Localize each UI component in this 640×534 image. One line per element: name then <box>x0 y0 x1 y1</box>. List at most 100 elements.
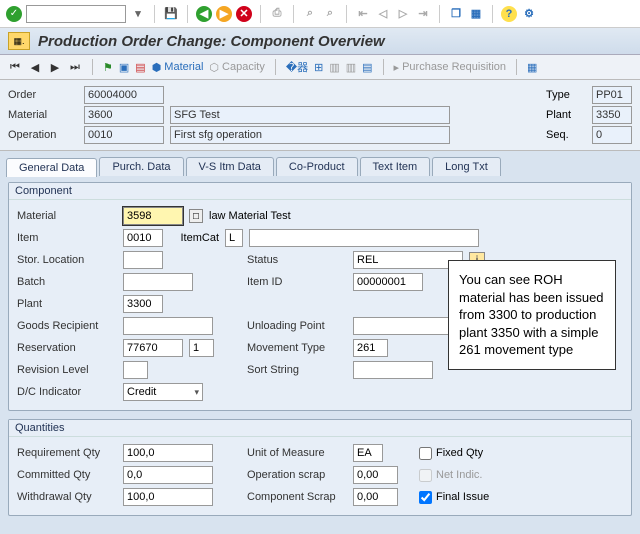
revision-level-label: Revision Level <box>17 364 117 376</box>
type-label: Type <box>546 89 586 101</box>
last-page-icon[interactable]: ⇥ <box>415 6 431 22</box>
comp-scrap-field[interactable] <box>353 488 398 506</box>
operation-label: Operation <box>8 129 78 141</box>
seq-field[interactable] <box>592 126 632 144</box>
comp-material-label: Material <box>17 210 117 222</box>
first-page-icon[interactable]: ⇤ <box>355 6 371 22</box>
committed-qty-label: Committed Qty <box>17 469 117 481</box>
tab-text-item[interactable]: Text Item <box>360 157 431 176</box>
itemcat-field[interactable] <box>225 229 243 247</box>
fixed-qty-checkbox[interactable]: Fixed Qty <box>419 447 483 460</box>
dc-indicator-select[interactable]: Credit <box>123 383 203 401</box>
main-toolbar: ✓ ▾ 💾 ◀ ▶ ✕ ⎙ ⌕ ⌕ ⇤ ◁ ▷ ⇥ ❐ ▦ ? ⚙ <box>0 0 640 28</box>
sort-string-label: Sort String <box>247 364 347 376</box>
back-icon[interactable]: ◀ <box>196 6 212 22</box>
req-qty-label: Requirement Qty <box>17 447 117 459</box>
value-help-icon[interactable]: ☐ <box>189 209 203 223</box>
type-field[interactable] <box>592 86 632 104</box>
reservation-item-field[interactable] <box>189 339 214 357</box>
capacity-button[interactable]: ⬡ Capacity <box>209 61 264 74</box>
comp-plant-field[interactable] <box>123 295 163 313</box>
itemcat-label: ItemCat <box>169 232 219 244</box>
doc-icon[interactable]: ▤ <box>362 61 372 74</box>
quantities-group-title: Quantities <box>9 420 631 437</box>
tab-purch-data[interactable]: Purch. Data <box>99 157 183 176</box>
unloading-point-field[interactable] <box>353 317 463 335</box>
comp-material-desc: law Material Test <box>209 210 291 222</box>
plant-label: Plant <box>546 109 586 121</box>
purchase-requisition-button[interactable]: ▸ Purchase Requisition <box>394 61 506 74</box>
item-extra-field[interactable] <box>249 229 479 247</box>
page-title: Production Order Change: Component Overv… <box>38 33 385 50</box>
cancel-icon[interactable]: ✕ <box>236 6 252 22</box>
enter-icon[interactable]: ✓ <box>6 6 22 22</box>
settings-icon[interactable]: ⚙ <box>521 6 537 22</box>
operation-field[interactable] <box>84 126 164 144</box>
order-label: Order <box>8 89 78 101</box>
goods-recipient-field[interactable] <box>123 317 213 335</box>
material-button[interactable]: ⬢ Material <box>152 61 204 74</box>
itemid-field[interactable] <box>353 273 423 291</box>
command-field[interactable] <box>26 5 126 23</box>
order-field[interactable] <box>84 86 164 104</box>
dc-indicator-label: D/C Indicator <box>17 386 117 398</box>
batch-field[interactable] <box>123 273 193 291</box>
find-next-icon[interactable]: ⌕ <box>322 6 338 22</box>
operation-desc[interactable] <box>170 126 450 144</box>
tab-general-data[interactable]: General Data <box>6 158 97 177</box>
uom-label: Unit of Measure <box>247 447 347 459</box>
sort-string-field[interactable] <box>353 361 433 379</box>
nav-prev-icon[interactable]: ◀ <box>28 60 42 74</box>
header-icon[interactable]: ▣ <box>119 61 129 74</box>
next-page-icon[interactable]: ▷ <box>395 6 411 22</box>
seq-label: Seq. <box>546 129 586 141</box>
committed-qty-field[interactable] <box>123 466 213 484</box>
tab-long-txt[interactable]: Long Txt <box>432 157 501 176</box>
save-icon[interactable]: 💾 <box>163 6 179 22</box>
tab-co-product[interactable]: Co-Product <box>276 157 358 176</box>
comp-plant-label: Plant <box>17 298 117 310</box>
operations-icon[interactable]: ▤ <box>135 61 145 74</box>
nav-last-icon[interactable]: ⏭ <box>68 60 82 74</box>
item-label: Item <box>17 232 117 244</box>
schedule-icon[interactable]: ⊞ <box>314 61 323 74</box>
revision-level-field[interactable] <box>123 361 148 379</box>
find-icon[interactable]: ⌕ <box>302 6 318 22</box>
comp-material-field[interactable] <box>123 207 183 225</box>
quantities-group: Quantities Requirement Qty Unit of Measu… <box>8 419 632 516</box>
withdrawal-qty-field[interactable] <box>123 488 213 506</box>
header-form: Order Type Material Plant Operation Seq. <box>0 80 640 151</box>
title-bar: ▦. Production Order Change: Component Ov… <box>0 28 640 55</box>
nav-first-icon[interactable]: ⏮ <box>8 60 22 74</box>
prev-page-icon[interactable]: ◁ <box>375 6 391 22</box>
header-material-desc[interactable] <box>170 106 450 124</box>
dropdown-icon[interactable]: ▾ <box>130 6 146 22</box>
req-qty-field[interactable] <box>123 444 213 462</box>
flag-icon[interactable]: ⚑ <box>103 61 113 74</box>
layout-icon[interactable]: ▦ <box>468 6 484 22</box>
movement-type-field[interactable] <box>353 339 388 357</box>
goods-recipient-label: Goods Recipient <box>17 320 117 332</box>
annotation-callout: You can see ROH material has been issued… <box>448 260 616 370</box>
header-material-field[interactable] <box>84 106 164 124</box>
log1-icon[interactable]: ▥ <box>329 61 339 74</box>
storloc-label: Stor. Location <box>17 254 117 266</box>
help-icon[interactable]: ? <box>501 6 517 22</box>
nav-next-icon[interactable]: ▶ <box>48 60 62 74</box>
item-field[interactable] <box>123 229 163 247</box>
forward-icon[interactable]: ▶ <box>216 6 232 22</box>
log2-icon[interactable]: ▥ <box>346 61 356 74</box>
status-field[interactable] <box>353 251 463 269</box>
reservation-field[interactable] <box>123 339 183 357</box>
uom-field[interactable] <box>353 444 383 462</box>
op-scrap-field[interactable] <box>353 466 398 484</box>
tab-vs-itm-data[interactable]: V-S Itm Data <box>186 157 274 176</box>
print-icon[interactable]: ⎙ <box>269 6 285 22</box>
network-icon[interactable]: �器 <box>286 59 308 75</box>
list-icon[interactable]: ▦ <box>527 61 537 74</box>
final-issue-checkbox[interactable]: Final Issue <box>419 491 489 504</box>
comp-scrap-label: Component Scrap <box>247 491 347 503</box>
header-plant-field[interactable] <box>592 106 632 124</box>
storloc-field[interactable] <box>123 251 163 269</box>
new-session-icon[interactable]: ❐ <box>448 6 464 22</box>
